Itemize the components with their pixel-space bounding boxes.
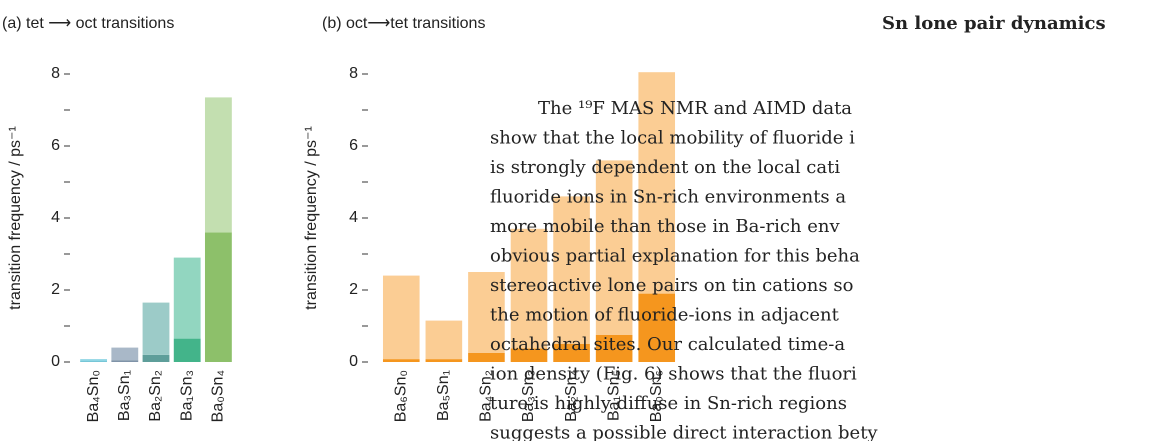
paragraph-line: suggests a possible direct interaction b… [490, 423, 878, 441]
x-tick-label: Ba₆Sn₀ [393, 370, 410, 422]
paragraph-line: ture is highly diffuse in Sn-rich region… [490, 393, 847, 414]
y-tick-label: 8 [51, 65, 60, 82]
paragraph-line: more mobile than those in Ba-rich env [490, 216, 840, 237]
bar-segment [553, 196, 590, 344]
bar-segment [111, 347, 139, 361]
x-tick-label: Ba₄Sn₀ [85, 370, 102, 422]
x-tick-label: Ba₂Sn₂ [147, 370, 164, 422]
bar-segment [553, 344, 590, 362]
x-tick-label: Ba₀Sn₄ [210, 370, 227, 422]
section-heading: Sn lone pair dynamics [882, 13, 1106, 34]
bar-segment [510, 228, 548, 349]
bar-segment [382, 359, 420, 362]
bar-segment [173, 338, 201, 362]
y-tick-label: 2 [349, 281, 358, 298]
bar-segment [111, 360, 139, 362]
bar-segment [638, 72, 676, 294]
chart-title: (b) oct⟶tet transitions [322, 15, 485, 32]
y-tick-label: 4 [51, 209, 60, 226]
x-tick-label: Ba₂Sn₄ [563, 370, 580, 422]
bar-segment [595, 335, 633, 362]
paragraph-line: ion density (Fig. 6) shows that the fluo… [490, 364, 857, 385]
y-tick-label: 6 [51, 137, 60, 154]
x-tick-label: Ba₀Sn₆ [648, 370, 665, 422]
x-tick-label: Ba₄Sn₂ [478, 370, 495, 422]
bar-segment [595, 160, 633, 335]
y-tick-label: 4 [349, 209, 358, 226]
bar-segment [425, 359, 463, 362]
bar-segment [468, 272, 505, 353]
paragraph-line: show that the local mobility of fluoride… [490, 128, 855, 149]
paragraph-line: fluoride ions in Sn-rich environments a [490, 187, 846, 208]
bar-segment [638, 293, 676, 362]
bar-segment [142, 354, 170, 362]
bar-segment [204, 232, 232, 362]
y-tick-label: 0 [349, 353, 358, 370]
x-tick-label: Ba₁Sn₅ [605, 370, 622, 421]
x-tick-label: Ba₃Sn₃ [520, 370, 537, 422]
bar-segment [204, 97, 232, 233]
bar-segment [468, 353, 505, 362]
bar-segment [425, 320, 463, 360]
bar-segment [80, 361, 108, 362]
paragraph-line: is strongly dependent on the local cati [490, 157, 840, 178]
chart-title: (a) tet ⟶ oct transitions [2, 15, 174, 32]
paragraph-line: the motion of fluoride-ions in adjacent [490, 305, 840, 326]
bar-segment [510, 348, 548, 362]
bar-segment [173, 257, 201, 339]
paragraph-line: obvious partial explanation for this beh… [490, 246, 860, 267]
y-axis-label: transition frequency / ps⁻¹ [303, 126, 320, 310]
y-tick-label: 0 [51, 353, 60, 370]
y-axis-label: transition frequency / ps⁻¹ [7, 126, 24, 310]
x-tick-label: Ba₅Sn₁ [435, 370, 452, 421]
paragraph-line: stereoactive lone pairs on tin cations s… [490, 275, 853, 296]
y-tick-label: 6 [349, 137, 358, 154]
bar-segment [382, 275, 420, 360]
bar-segment [80, 359, 108, 362]
x-tick-label: Ba₁Sn₃ [178, 370, 195, 421]
y-tick-label: 8 [349, 65, 358, 82]
bar-segment [142, 302, 170, 355]
paragraph-line: octahedral sites. Our calculated time-a [490, 334, 845, 355]
y-tick-label: 2 [51, 281, 60, 298]
paragraph-line: The ¹⁹F MAS NMR and AIMD data [538, 98, 852, 119]
x-tick-label: Ba₃Sn₁ [116, 370, 133, 421]
